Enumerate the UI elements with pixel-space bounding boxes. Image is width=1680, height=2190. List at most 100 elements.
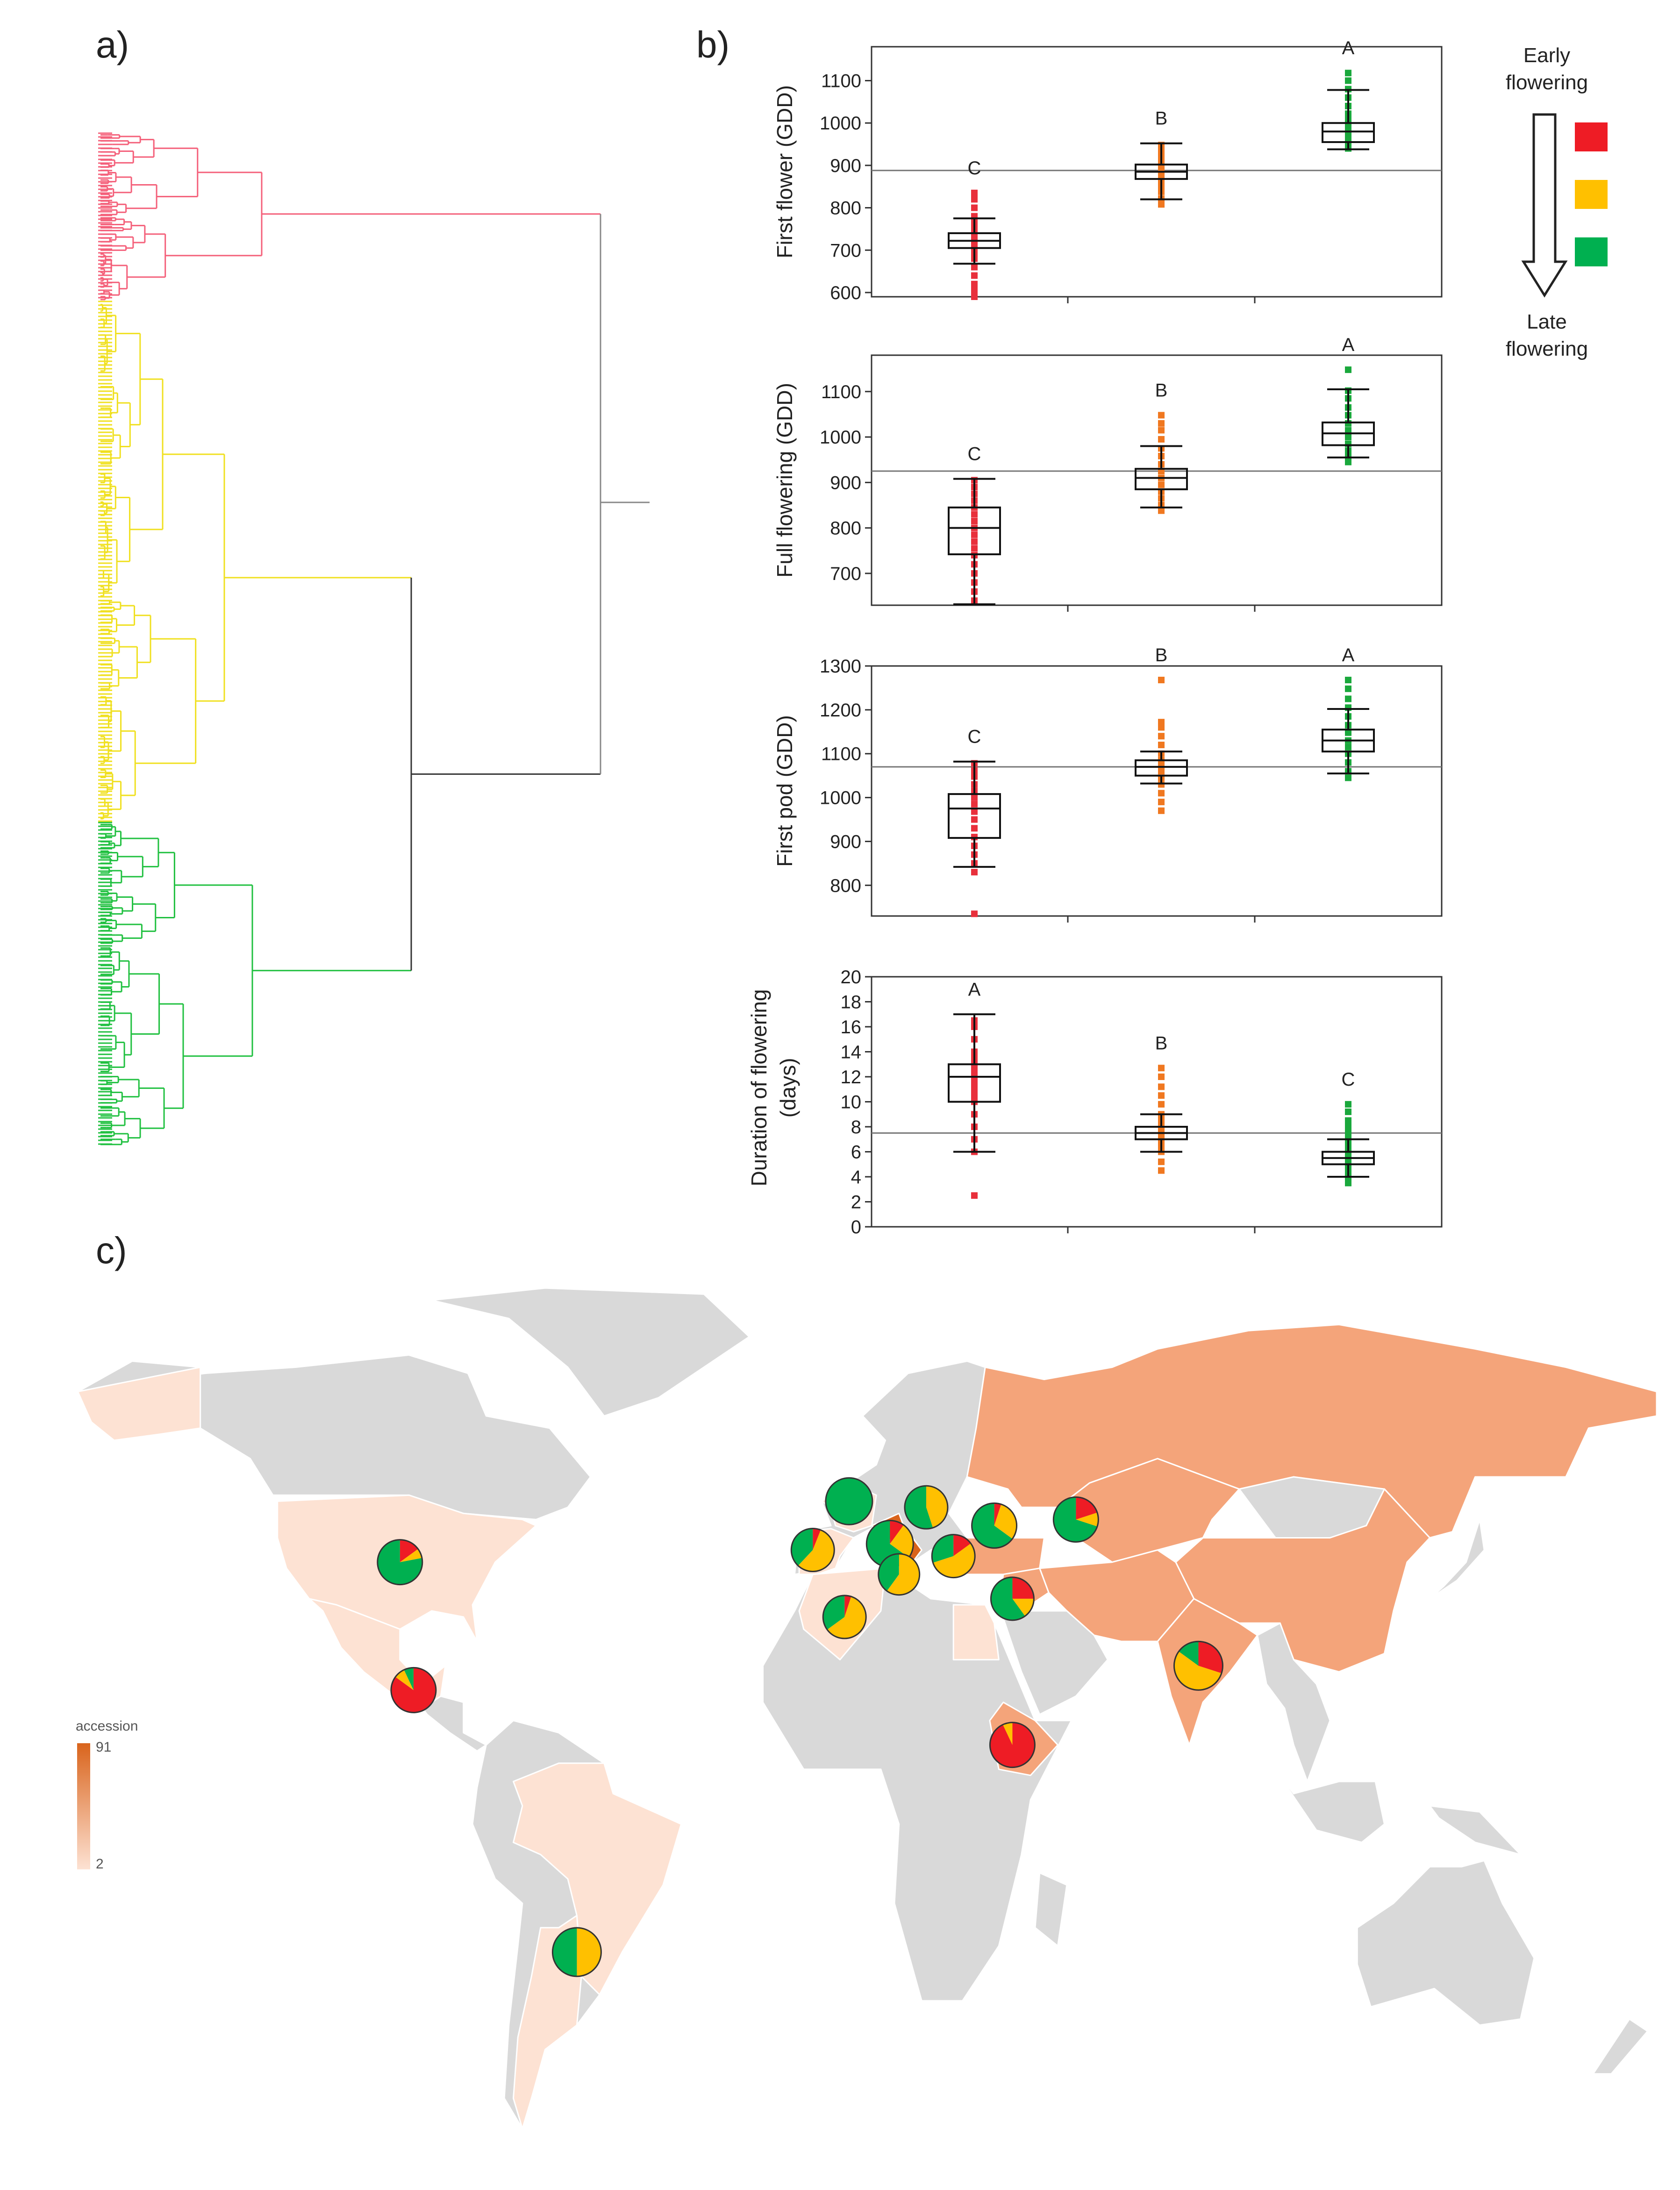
pie-spain [790,1528,835,1573]
pie-slice [404,1668,414,1690]
box-plot-panel: 700 800 900 1000 1100 Full flowering (GDD) C B A [772,335,1443,612]
data-point [1345,744,1351,751]
pie-outline [971,1502,1018,1549]
y-tick-label: 2 [851,1192,861,1213]
data-point [1158,1065,1165,1072]
data-point [1158,1158,1165,1165]
pie-slice [813,1528,821,1550]
data-point [1158,741,1165,748]
pie-outline [1173,1640,1223,1691]
significance-letter: C [1342,1069,1355,1090]
data-point [1158,768,1165,775]
data-point [1345,434,1351,441]
y-tick-label: 1100 [821,71,861,92]
data-point [971,189,978,196]
data-point [971,816,978,823]
pie-slice [552,1927,577,1976]
data-point [1345,677,1351,684]
data-point [1345,366,1351,373]
box-iqr [948,1063,1001,1103]
data-point [1158,1083,1165,1090]
y-tick-label: 800 [830,875,861,896]
pie-slice [991,1577,1025,1620]
y-tick-label: 1000 [820,788,861,809]
box-iqr [948,506,1001,556]
y-axis-label: Duration of flowering (days) [747,989,800,1187]
y-tick-label: 700 [830,564,861,584]
y-tick-label: 1100 [821,744,861,765]
plot-frame [871,665,1443,917]
data-point [1345,77,1351,84]
pie-syria [990,1576,1035,1621]
pie-greece [931,1534,976,1579]
data-point [971,511,978,518]
pie-slice [827,1596,866,1639]
data-point [1158,790,1165,797]
y-tick-label: 8 [851,1117,861,1138]
dendrogram [98,132,650,1145]
land-brazil [513,1762,682,1996]
land-central-america [422,1695,487,1752]
data-point [1345,729,1351,736]
panel-label-a: a) [96,24,129,65]
data-point [1158,1167,1165,1174]
data-point [1345,695,1351,702]
y-tick-label: 900 [830,156,861,176]
pie-slice [844,1595,851,1617]
y-tick-label: 800 [830,198,861,219]
data-point [1345,136,1351,143]
data-point [971,293,978,300]
pie-slice [904,1486,933,1529]
pie-slice [878,1553,899,1591]
pie-usa [377,1539,423,1586]
data-point [1158,201,1165,208]
land-arabia [998,1604,1108,1715]
pie-slice [932,1534,954,1563]
data-point [1158,481,1165,488]
y-tick-label: 1200 [820,700,861,721]
legend-late-text: Late flowering [1505,310,1588,360]
data-point [971,910,978,917]
land-alaska [77,1367,201,1441]
land-indonesia [1270,1762,1385,1843]
significance-letter: C [968,444,981,465]
data-point [1345,1101,1351,1108]
pie-argentina [551,1927,602,1977]
box-iqr [948,793,1001,839]
y-tick-label: 6 [851,1142,861,1163]
data-point [1345,458,1351,465]
significance-letter: A [1342,645,1355,666]
pie-outline [989,1722,1036,1768]
pie-outline [878,1553,921,1596]
pie-slice [933,1543,975,1578]
pie-slice [798,1530,835,1572]
pie-slice [890,1520,904,1544]
pie-slice [1053,1497,1097,1542]
y-tick-label: 900 [830,472,861,493]
pie-slice [990,1722,1035,1768]
y-tick-label: 18 [841,992,862,1013]
legend-mid-square [1575,180,1608,209]
data-point [971,287,978,294]
y-axis-label: Full flowering (GDD) [772,383,797,578]
pie-slice [823,1595,845,1630]
significance-letter: C [968,727,981,747]
data-point [1158,412,1165,419]
scale-title: accession [76,1718,138,1734]
pie-slice [1012,1598,1034,1617]
pie-slice [400,1549,422,1562]
data-point [1158,1074,1165,1080]
data-point [971,545,978,552]
pie-algeria [822,1595,867,1639]
box-iqr [1322,122,1375,143]
significance-letter: B [1155,108,1168,129]
legend-early-square [1575,122,1608,151]
pie-slice [953,1534,971,1556]
y-tick-label: 14 [841,1042,862,1063]
pie-slice [994,1503,1001,1526]
pie-outline [931,1534,976,1579]
pie-outline [1052,1496,1099,1543]
pie-tunisia [878,1553,921,1596]
pie-outline [377,1539,423,1586]
pie-outline [904,1485,949,1530]
